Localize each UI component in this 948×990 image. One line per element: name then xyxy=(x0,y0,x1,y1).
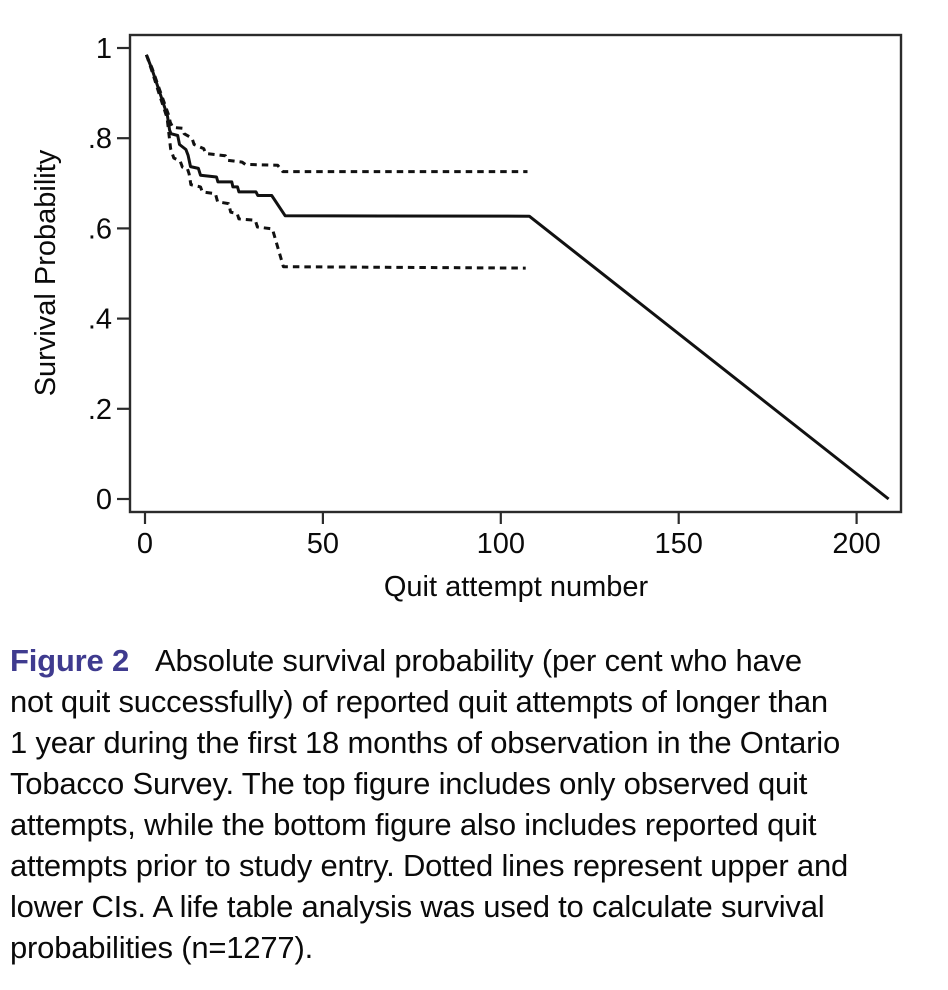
x-axis-tick-label: 50 xyxy=(307,528,339,560)
y-axis-tick-label: 1 xyxy=(96,33,112,65)
x-axis-tick-label: 150 xyxy=(655,528,703,560)
y-axis-tick-label: .4 xyxy=(88,304,112,336)
figure-caption: Figure 2 Absolute survival probability (p… xyxy=(0,640,948,968)
caption-line: 1 year during the first 18 months of obs… xyxy=(10,725,841,760)
plot-area xyxy=(128,33,903,514)
caption-line: attempts, while the bottom figure also i… xyxy=(10,807,817,842)
caption-line: not quit successfully) of reported quit … xyxy=(10,684,828,719)
x-axis-tick-label: 100 xyxy=(477,528,525,560)
caption-text: Absolute survival probability (per cent … xyxy=(154,643,802,678)
caption-body: not quit successfully) of reported quit … xyxy=(10,681,934,968)
x-axis-tick-label: 0 xyxy=(137,528,153,560)
x-axis-tick-label: 200 xyxy=(832,528,880,560)
survival-chart: 0 .2 .4 .6 .8 1 0 50 100 150 200 Quit attempt numbe… xyxy=(30,33,903,603)
figure-label: Figure 2 xyxy=(10,643,129,678)
survival-estimate-curve xyxy=(145,54,890,501)
y-axis-tick-label: .2 xyxy=(88,394,112,426)
y-axis-tick-label: 0 xyxy=(96,484,112,516)
lower-ci-curve xyxy=(144,54,526,270)
caption-line: attempts prior to study entry. Dotted li… xyxy=(10,848,849,883)
caption-line: lower CIs. A life table analysis was use… xyxy=(10,889,825,924)
y-axis-tick-label: .8 xyxy=(88,123,112,155)
y-axis-tick-label: .6 xyxy=(88,213,112,245)
x-axis-title: Quit attempt number xyxy=(384,571,649,603)
y-axis-title: Survival Probability xyxy=(30,149,62,396)
caption-line: Figure 2 Absolute survival probability (p… xyxy=(10,640,934,681)
caption-line: Tobacco Survey. The top figure includes … xyxy=(10,766,808,801)
caption-line: probabilities (n=1277). xyxy=(10,930,314,965)
upper-ci-curve xyxy=(145,54,528,174)
